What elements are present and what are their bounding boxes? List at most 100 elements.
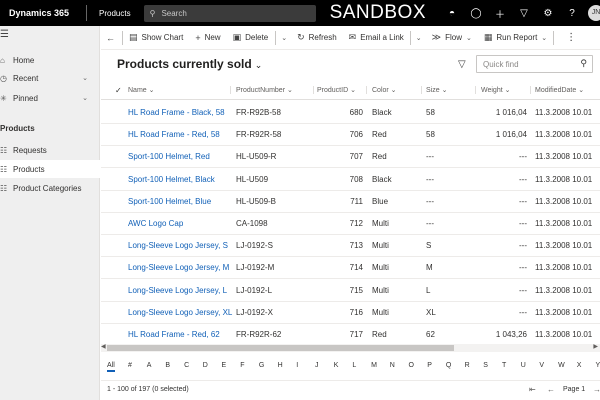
flow-button[interactable]: ≫ Flow ⌄ xyxy=(432,32,472,43)
jump-bar-letter[interactable]: I xyxy=(296,362,299,369)
column-header-weight[interactable]: Weight ⌄ xyxy=(481,86,531,94)
jump-bar-letter[interactable]: C xyxy=(184,362,190,369)
show-chart-button[interactable]: ▤ Show Chart xyxy=(129,32,183,43)
jump-bar-letter[interactable]: K xyxy=(333,362,339,369)
run-report-button[interactable]: ▦ Run Report ⌄ xyxy=(484,32,547,43)
cell-size: 58 xyxy=(426,130,435,140)
table-row[interactable]: Long-Sleeve Logo Jersey, M LJ-0192-M 714 Mu… xyxy=(101,257,600,280)
jump-bar-letter[interactable]: W xyxy=(558,362,565,369)
select-all-checkmark-icon[interactable]: ✓ xyxy=(115,86,122,95)
jump-bar-letter[interactable]: All xyxy=(107,362,115,372)
table-row[interactable]: Long-Sleeve Logo Jersey, L LJ-0192-L 715 Mu… xyxy=(101,280,600,302)
jump-bar-letter[interactable]: E xyxy=(221,362,227,369)
jump-bar-letter[interactable]: N xyxy=(389,362,395,369)
jump-bar-letter[interactable]: U xyxy=(520,362,526,369)
jump-bar-letter[interactable]: O xyxy=(408,362,414,369)
cell-name[interactable]: Long-Sleeve Logo Jersey, XL xyxy=(128,307,233,317)
gear-icon[interactable]: ⚙ xyxy=(543,7,553,19)
table-row[interactable]: Sport-100 Helmet, Black HL-U509 708 Black --… xyxy=(101,169,600,191)
cell-name[interactable]: HL Road Frame - Red, 58 xyxy=(128,130,220,140)
table-row[interactable]: HL Road Frame - Black, 58 FR-R92B-58 680 Bl… xyxy=(101,102,600,124)
column-header-modified-date[interactable]: ModifiedDate ⌄ xyxy=(535,87,585,94)
chevron-down-icon[interactable]: ⌄ xyxy=(415,34,422,42)
previous-page-icon[interactable]: ← xyxy=(547,385,555,394)
table-row[interactable]: Long-Sleeve Logo Jersey, XL LJ-0192-X 716 M… xyxy=(101,302,600,324)
cell-weight: --- xyxy=(519,152,527,162)
cell-name[interactable]: AWC Logo Cap xyxy=(128,219,184,228)
next-page-icon[interactable]: → xyxy=(593,385,600,394)
page-indicator: Page 1 xyxy=(563,386,586,393)
jump-bar-letter[interactable]: H xyxy=(277,362,283,369)
sidebar-item-home[interactable]: ⌂ Home xyxy=(0,51,100,69)
table-row[interactable]: HL Road Frame - Red, 58 FR-R92R-58 706 Red 5… xyxy=(101,124,600,147)
brand-label[interactable]: Dynamics 365 xyxy=(9,8,70,18)
jump-bar-letter[interactable]: G xyxy=(258,362,265,369)
view-selector[interactable]: Products currently sold ⌄ xyxy=(117,57,262,71)
cell-name[interactable]: Sport-100 Helmet, Black xyxy=(128,174,215,184)
jump-bar-letter[interactable]: X xyxy=(576,362,582,369)
help-icon[interactable]: ? xyxy=(569,7,575,19)
chevron-down-icon[interactable]: ⌄ xyxy=(281,34,288,42)
cell-name[interactable]: Long-Sleeve Logo Jersey, S xyxy=(128,241,228,251)
new-button[interactable]: + New xyxy=(195,33,220,43)
plus-icon[interactable]: ＋ xyxy=(495,9,505,21)
search-icon[interactable]: ⚲ xyxy=(580,58,587,68)
sidebar-item-product-categories[interactable]: ☷ Product Categories xyxy=(0,179,100,197)
table-row[interactable]: HL Road Frame - Red, 62 FR-R92R-62 717 Red 6… xyxy=(101,324,600,346)
jump-bar-letter[interactable]: P xyxy=(427,362,432,369)
horizontal-scrollbar[interactable]: ◀ ▶ xyxy=(101,344,600,352)
scroll-left-icon[interactable]: ◀ xyxy=(101,344,106,350)
sidebar: ☰ ⌂ Home ◷ Recent ⌄ ✳ Pinned ⌄ Products … xyxy=(0,26,100,400)
hamburger-icon[interactable]: ☰ xyxy=(0,29,9,40)
column-header-product-number[interactable]: ProductNumber ⌄ xyxy=(236,86,314,94)
cell-name[interactable]: Long-Sleeve Logo Jersey, L xyxy=(128,285,228,295)
scroll-right-icon[interactable]: ▶ xyxy=(593,344,598,350)
table-row[interactable]: Long-Sleeve Logo Jersey, S LJ-0192-S 713 Mu… xyxy=(101,235,600,258)
jump-bar-letter[interactable]: T xyxy=(502,362,507,369)
jump-bar-letter[interactable]: D xyxy=(202,362,208,369)
filter-icon[interactable]: ▽ xyxy=(458,59,466,70)
cell-name[interactable]: Long-Sleeve Logo Jersey, M xyxy=(128,263,230,273)
cell-name[interactable]: Sport-100 Helmet, Red xyxy=(128,152,210,162)
email-link-button[interactable]: ✉ Email a Link xyxy=(349,32,404,43)
jump-bar-letter[interactable]: Q xyxy=(445,362,452,369)
sidebar-item-pinned[interactable]: ✳ Pinned ⌄ xyxy=(0,89,100,107)
task-flow-icon[interactable]: ◓ xyxy=(448,7,456,19)
table-row[interactable]: Sport-100 Helmet, Blue HL-U509-B 711 Blue --… xyxy=(101,191,600,213)
jump-bar-letter[interactable]: Y xyxy=(595,362,600,369)
sidebar-item-products[interactable]: ☷ Products xyxy=(0,160,100,178)
avatar[interactable]: JN xyxy=(588,5,600,21)
column-header-name[interactable]: Name ⌄ xyxy=(128,86,231,94)
jump-bar-letter[interactable]: J xyxy=(315,362,319,369)
jump-bar-letter[interactable]: F xyxy=(240,362,245,369)
column-header-product-id[interactable]: ProductID ⌄ xyxy=(317,86,367,94)
app-name[interactable]: Products xyxy=(99,8,131,18)
jump-bar-letter[interactable]: L xyxy=(352,362,357,369)
jump-bar-letter[interactable]: V xyxy=(539,362,545,369)
refresh-button[interactable]: ↻ Refresh xyxy=(297,32,337,43)
jump-bar-letter[interactable]: B xyxy=(165,362,171,369)
global-search-box[interactable]: ⚲ Search xyxy=(143,4,316,22)
jump-bar-letter[interactable]: R xyxy=(464,362,470,369)
scrollbar-thumb[interactable] xyxy=(107,345,454,351)
jump-bar-letter[interactable]: A xyxy=(146,362,152,369)
filter-icon[interactable]: ▽ xyxy=(520,7,528,19)
jump-bar-letter[interactable]: M xyxy=(371,362,377,369)
sidebar-item-requests[interactable]: ☷ Requests xyxy=(0,141,100,159)
cell-name[interactable]: HL Road Frame - Black, 58 xyxy=(128,108,225,117)
delete-button[interactable]: ▣ Delete xyxy=(233,32,269,43)
sidebar-item-recent[interactable]: ◷ Recent ⌄ xyxy=(0,69,100,87)
quick-find-input[interactable]: Quick find ⚲ xyxy=(476,55,593,73)
first-page-icon[interactable]: ⇤ xyxy=(529,385,536,394)
cell-name[interactable]: Sport-100 Helmet, Blue xyxy=(128,196,212,206)
table-row[interactable]: Sport-100 Helmet, Red HL-U509-R 707 Red --- -… xyxy=(101,146,600,169)
table-row[interactable]: AWC Logo Cap CA-1098 712 Multi --- --- 11.3.20… xyxy=(101,213,600,235)
cell-name[interactable]: HL Road Frame - Red, 62 xyxy=(128,330,220,339)
jump-bar-letter[interactable]: # xyxy=(128,362,132,369)
lightbulb-icon[interactable]: ◯ xyxy=(470,7,482,19)
back-button[interactable]: ← xyxy=(106,33,122,43)
column-header-size[interactable]: Size ⌄ xyxy=(426,86,476,94)
more-commands-button[interactable]: ⋮ xyxy=(566,32,576,43)
column-header-color[interactable]: Color ⌄ xyxy=(372,86,422,94)
jump-bar-letter[interactable]: S xyxy=(483,362,488,369)
